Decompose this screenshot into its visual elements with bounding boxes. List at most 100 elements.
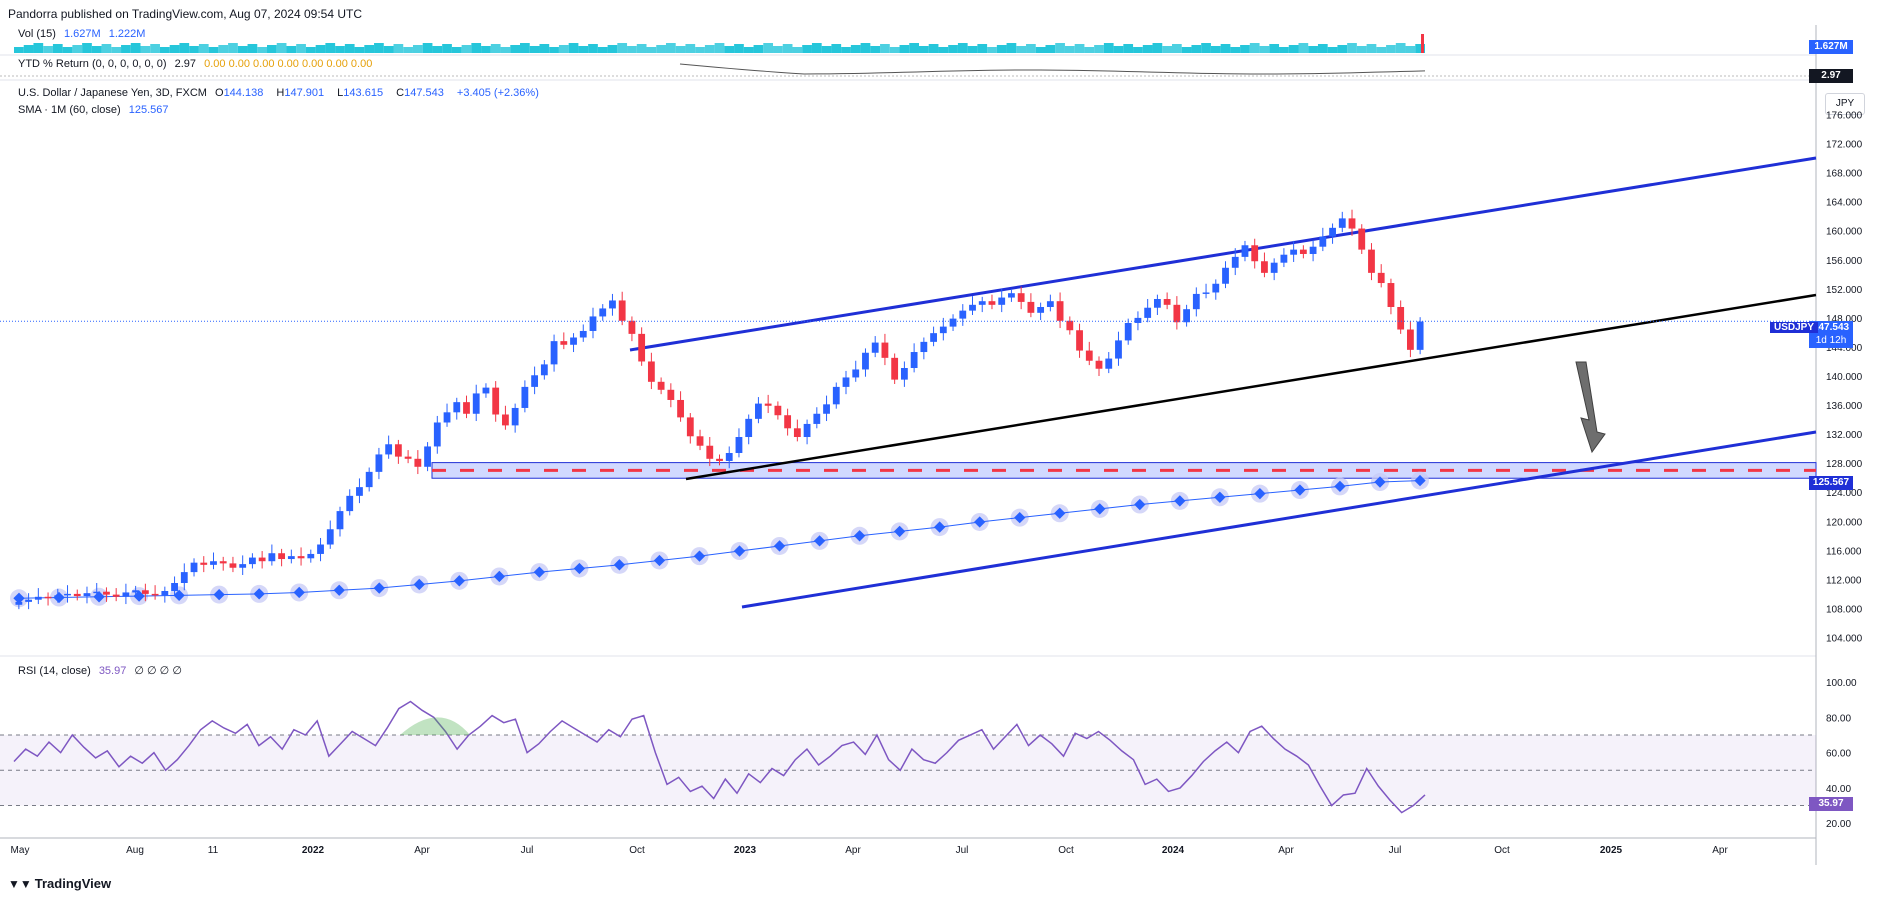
candle-body (803, 423, 811, 438)
candle-body (1261, 261, 1268, 273)
candle-body (1270, 262, 1278, 273)
sma-series (10, 471, 1429, 608)
volume-bar (704, 45, 715, 53)
price-tick-label: 168.000 (1826, 169, 1863, 180)
candle-body (774, 405, 782, 416)
volume-bar (169, 45, 180, 53)
candle-body (103, 591, 110, 595)
candle-body (122, 592, 130, 597)
candle-body (813, 413, 821, 424)
volume-bar (1230, 47, 1241, 53)
candle-body (978, 301, 986, 305)
candle-body (249, 557, 256, 565)
rsi-price-tag: 35.97 (1809, 797, 1853, 811)
currency-button[interactable]: JPY (1825, 93, 1865, 115)
volume-bar (198, 44, 209, 53)
sma-legend[interactable]: SMA · 1M (60, close) 125.567 (18, 104, 174, 116)
candle-body (141, 590, 149, 594)
candle-body (920, 341, 928, 353)
volume-bar (1055, 43, 1065, 53)
volume-bar (860, 43, 871, 53)
volume-bar (237, 46, 248, 53)
price-tick-label: 172.000 (1826, 140, 1863, 151)
sma-line (18, 480, 1421, 599)
volume-bar (1210, 46, 1221, 53)
candle-body (657, 381, 665, 390)
time-tick-label: Apr (1712, 845, 1728, 856)
candle-body (1134, 317, 1142, 323)
price-tick-label: 116.000 (1826, 546, 1862, 557)
sma-price-tag: 125.567 (1809, 476, 1853, 490)
volume-bar (286, 46, 297, 53)
candle-body (1338, 218, 1346, 228)
volume-bar (957, 43, 968, 53)
candle-body (900, 368, 908, 380)
candle-body (628, 320, 636, 334)
candle-body (949, 318, 957, 327)
candle-body (433, 422, 441, 447)
volume-bar (578, 46, 589, 53)
candle-body (1231, 256, 1239, 268)
candle-body (161, 590, 169, 596)
candle-body (881, 342, 889, 358)
candle-body (959, 310, 967, 319)
volume-bar (1074, 44, 1085, 53)
candle-body (667, 389, 675, 400)
candle-body (200, 562, 208, 565)
candle-body (677, 399, 684, 418)
rsi-tick-label: 40.00 (1826, 784, 1851, 795)
volume-bar (597, 47, 608, 53)
footer-brand-text: TradingView (34, 876, 112, 891)
volume-bar (1201, 43, 1211, 53)
volume-spike (1421, 34, 1424, 53)
candle-body (686, 417, 694, 437)
candle-body (287, 556, 295, 560)
time-tick-label: Jul (521, 845, 534, 856)
price-tick-label: 132.000 (1826, 430, 1863, 441)
candle-body (784, 415, 792, 429)
countdown-tag: 1d 12h (1809, 334, 1853, 348)
rsi-line (13, 700, 1426, 814)
volume-bar (792, 47, 803, 53)
time-tick-label: 11 (208, 845, 219, 856)
symbol-legend[interactable]: U.S. Dollar / Japanese Yen, 3D, FXCM O14… (18, 87, 544, 99)
candle-body (1406, 329, 1414, 350)
candle-body (862, 352, 869, 370)
volume-bar (1103, 43, 1114, 53)
candle-body (112, 594, 120, 597)
volume-bar (1035, 47, 1046, 53)
volume-bar (490, 44, 501, 53)
volume-bar (1356, 46, 1367, 53)
ohlc-close-value: 147.543 (404, 87, 444, 99)
ytd-line (679, 63, 1426, 75)
volume-bar (1395, 43, 1406, 53)
tradingview-logo-icon: ▼▼ (8, 877, 32, 891)
rsi-legend[interactable]: RSI (14, close) 35.97 ∅ ∅ ∅ ∅ (18, 664, 187, 677)
time-tick-label: Apr (414, 845, 430, 856)
ohlc-high-value: 147.901 (284, 87, 325, 99)
volume-legend[interactable]: Vol (15) 1.627M 1.222M (18, 28, 150, 40)
volume-bar (315, 45, 326, 53)
volume-bar (208, 47, 219, 53)
volume-bar (471, 43, 482, 53)
volume-bar (1269, 44, 1280, 53)
volume-bar (646, 47, 657, 53)
volume-bar (72, 45, 83, 53)
candle-body (1192, 293, 1200, 310)
volume-bar (1016, 46, 1027, 53)
candle-body (1309, 246, 1317, 254)
candle-body (609, 300, 616, 309)
candle-body (988, 301, 996, 305)
candle-body (550, 341, 558, 365)
candle-body (15, 601, 23, 605)
volume-bar (354, 47, 365, 53)
ytd-legend[interactable]: YTD % Return (0, 0, 0, 0, 0, 0) 2.97 0.0… (18, 58, 377, 70)
candle-body (297, 556, 305, 559)
candle-body (83, 593, 91, 597)
candle-body (1377, 272, 1385, 284)
ohlc-low-value: 143.615 (343, 87, 384, 99)
volume-bar (101, 44, 112, 53)
ohlc-open: O144.138 (215, 87, 268, 99)
candle-body (394, 444, 402, 457)
